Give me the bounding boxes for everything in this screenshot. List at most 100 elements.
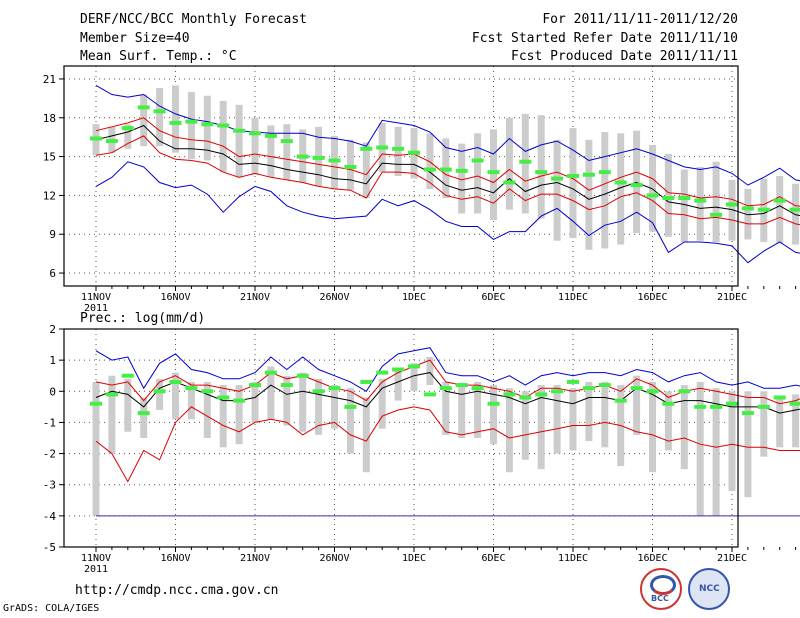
plot-frame	[63, 328, 739, 548]
y-tick-label: -2	[43, 448, 56, 461]
obs-marker	[376, 370, 389, 375]
ensemble-box	[553, 385, 561, 454]
ensemble-box	[124, 378, 132, 432]
obs-marker	[471, 158, 484, 163]
obs-marker	[582, 386, 595, 391]
ensemble-box	[362, 142, 370, 198]
ensemble-box	[760, 391, 768, 457]
ensemble-box	[474, 381, 482, 438]
ensemble-box	[664, 391, 672, 451]
x-tick-label: 21NOV	[240, 553, 270, 564]
ensemble-box	[712, 161, 720, 242]
ensemble-box	[187, 91, 195, 160]
chart-title: DERF/NCC/BCC Monthly Forecast	[80, 12, 307, 27]
obs-marker	[678, 389, 691, 394]
ensemble-box	[537, 115, 545, 219]
ensemble-box	[283, 124, 291, 180]
y-tick-label: 12	[43, 189, 56, 202]
y-tick-label: -1	[43, 416, 56, 429]
obs-marker	[726, 202, 738, 207]
obs-marker	[312, 155, 325, 160]
obs-marker	[280, 383, 293, 388]
ensemble-box	[585, 139, 593, 250]
obs-marker	[726, 401, 738, 406]
obs-marker	[646, 193, 659, 198]
ensemble-box	[792, 183, 800, 245]
grads-credit: GrADS: COLA/IGES	[3, 603, 100, 614]
source-url[interactable]: http://cmdp.ncc.cma.gov.cn	[75, 583, 279, 598]
x-tick-label: 11NOV	[81, 292, 111, 303]
ensemble-box	[299, 372, 307, 432]
obs-marker	[185, 386, 198, 391]
ensemble-box	[362, 397, 370, 473]
ensemble-box	[219, 385, 227, 448]
obs-marker	[296, 373, 309, 378]
ensemble-box	[92, 381, 100, 516]
y-tick-label: 1	[49, 354, 56, 367]
obs-marker	[392, 146, 405, 151]
ensemble-box	[378, 378, 386, 429]
obs-marker	[773, 198, 786, 203]
obs-marker	[328, 158, 341, 163]
obs-marker	[471, 386, 484, 391]
x-tick-label: 21DEC	[717, 553, 747, 564]
ensemble-box	[680, 385, 688, 470]
obs-marker	[201, 389, 214, 394]
ensemble-box	[696, 166, 704, 241]
ensemble-box	[156, 88, 164, 147]
lower-sd-line	[95, 135, 800, 226]
ensemble-box	[394, 369, 402, 401]
obs-marker	[630, 183, 643, 188]
ensemble-box	[633, 130, 641, 233]
obs-marker	[90, 136, 102, 141]
obs-marker	[646, 389, 659, 394]
obs-marker	[535, 392, 548, 397]
obs-marker	[217, 123, 230, 128]
obs-marker	[582, 172, 595, 177]
ensemble-box	[203, 381, 211, 438]
ensemble-box	[187, 381, 195, 420]
y-tick-label: -4	[43, 510, 57, 523]
obs-marker	[201, 122, 214, 127]
obs-marker	[662, 196, 675, 200]
ensemble-box	[633, 375, 641, 435]
ensemble-box	[776, 176, 784, 244]
y-tick-label: 6	[49, 267, 56, 280]
refer-date: Fcst Started Refer Date 2011/11/10	[471, 31, 738, 46]
obs-marker	[710, 212, 723, 217]
obs-marker	[741, 411, 754, 416]
y-tick-label: 21	[43, 73, 56, 86]
obs-marker	[519, 395, 532, 400]
ensemble-box	[569, 388, 577, 451]
ensemble-box	[776, 397, 784, 448]
x-tick-label: 1DEC	[402, 292, 426, 303]
obs-marker	[217, 395, 230, 400]
obs-marker	[694, 198, 707, 203]
ensemble-box	[744, 188, 752, 240]
ncc-logo: NCC	[688, 568, 730, 610]
mean-line	[95, 372, 800, 414]
obs-marker	[169, 120, 182, 125]
ensemble-box	[108, 375, 116, 454]
ensemble-box	[172, 85, 179, 153]
ensemble-box	[331, 385, 338, 429]
ensemble-box	[458, 385, 466, 438]
obs-marker	[757, 404, 770, 409]
ensemble-box	[553, 139, 561, 241]
ensemble-box	[696, 381, 704, 516]
obs-marker	[598, 170, 611, 175]
obs-marker	[249, 383, 261, 388]
x-tick-label: 21DEC	[717, 292, 747, 303]
ensemble-box	[649, 381, 656, 473]
upper-sd-line	[95, 359, 800, 405]
obs-marker	[439, 167, 452, 172]
x-tick-label: 16DEC	[637, 292, 667, 303]
obs-marker	[408, 364, 420, 369]
ensemble-box	[458, 143, 466, 214]
ensemble-box	[124, 124, 132, 149]
mean-line	[95, 124, 800, 217]
forecast-period: For 2011/11/11-2011/12/20	[542, 12, 738, 27]
obs-marker	[360, 146, 373, 151]
obs-marker	[598, 383, 611, 388]
